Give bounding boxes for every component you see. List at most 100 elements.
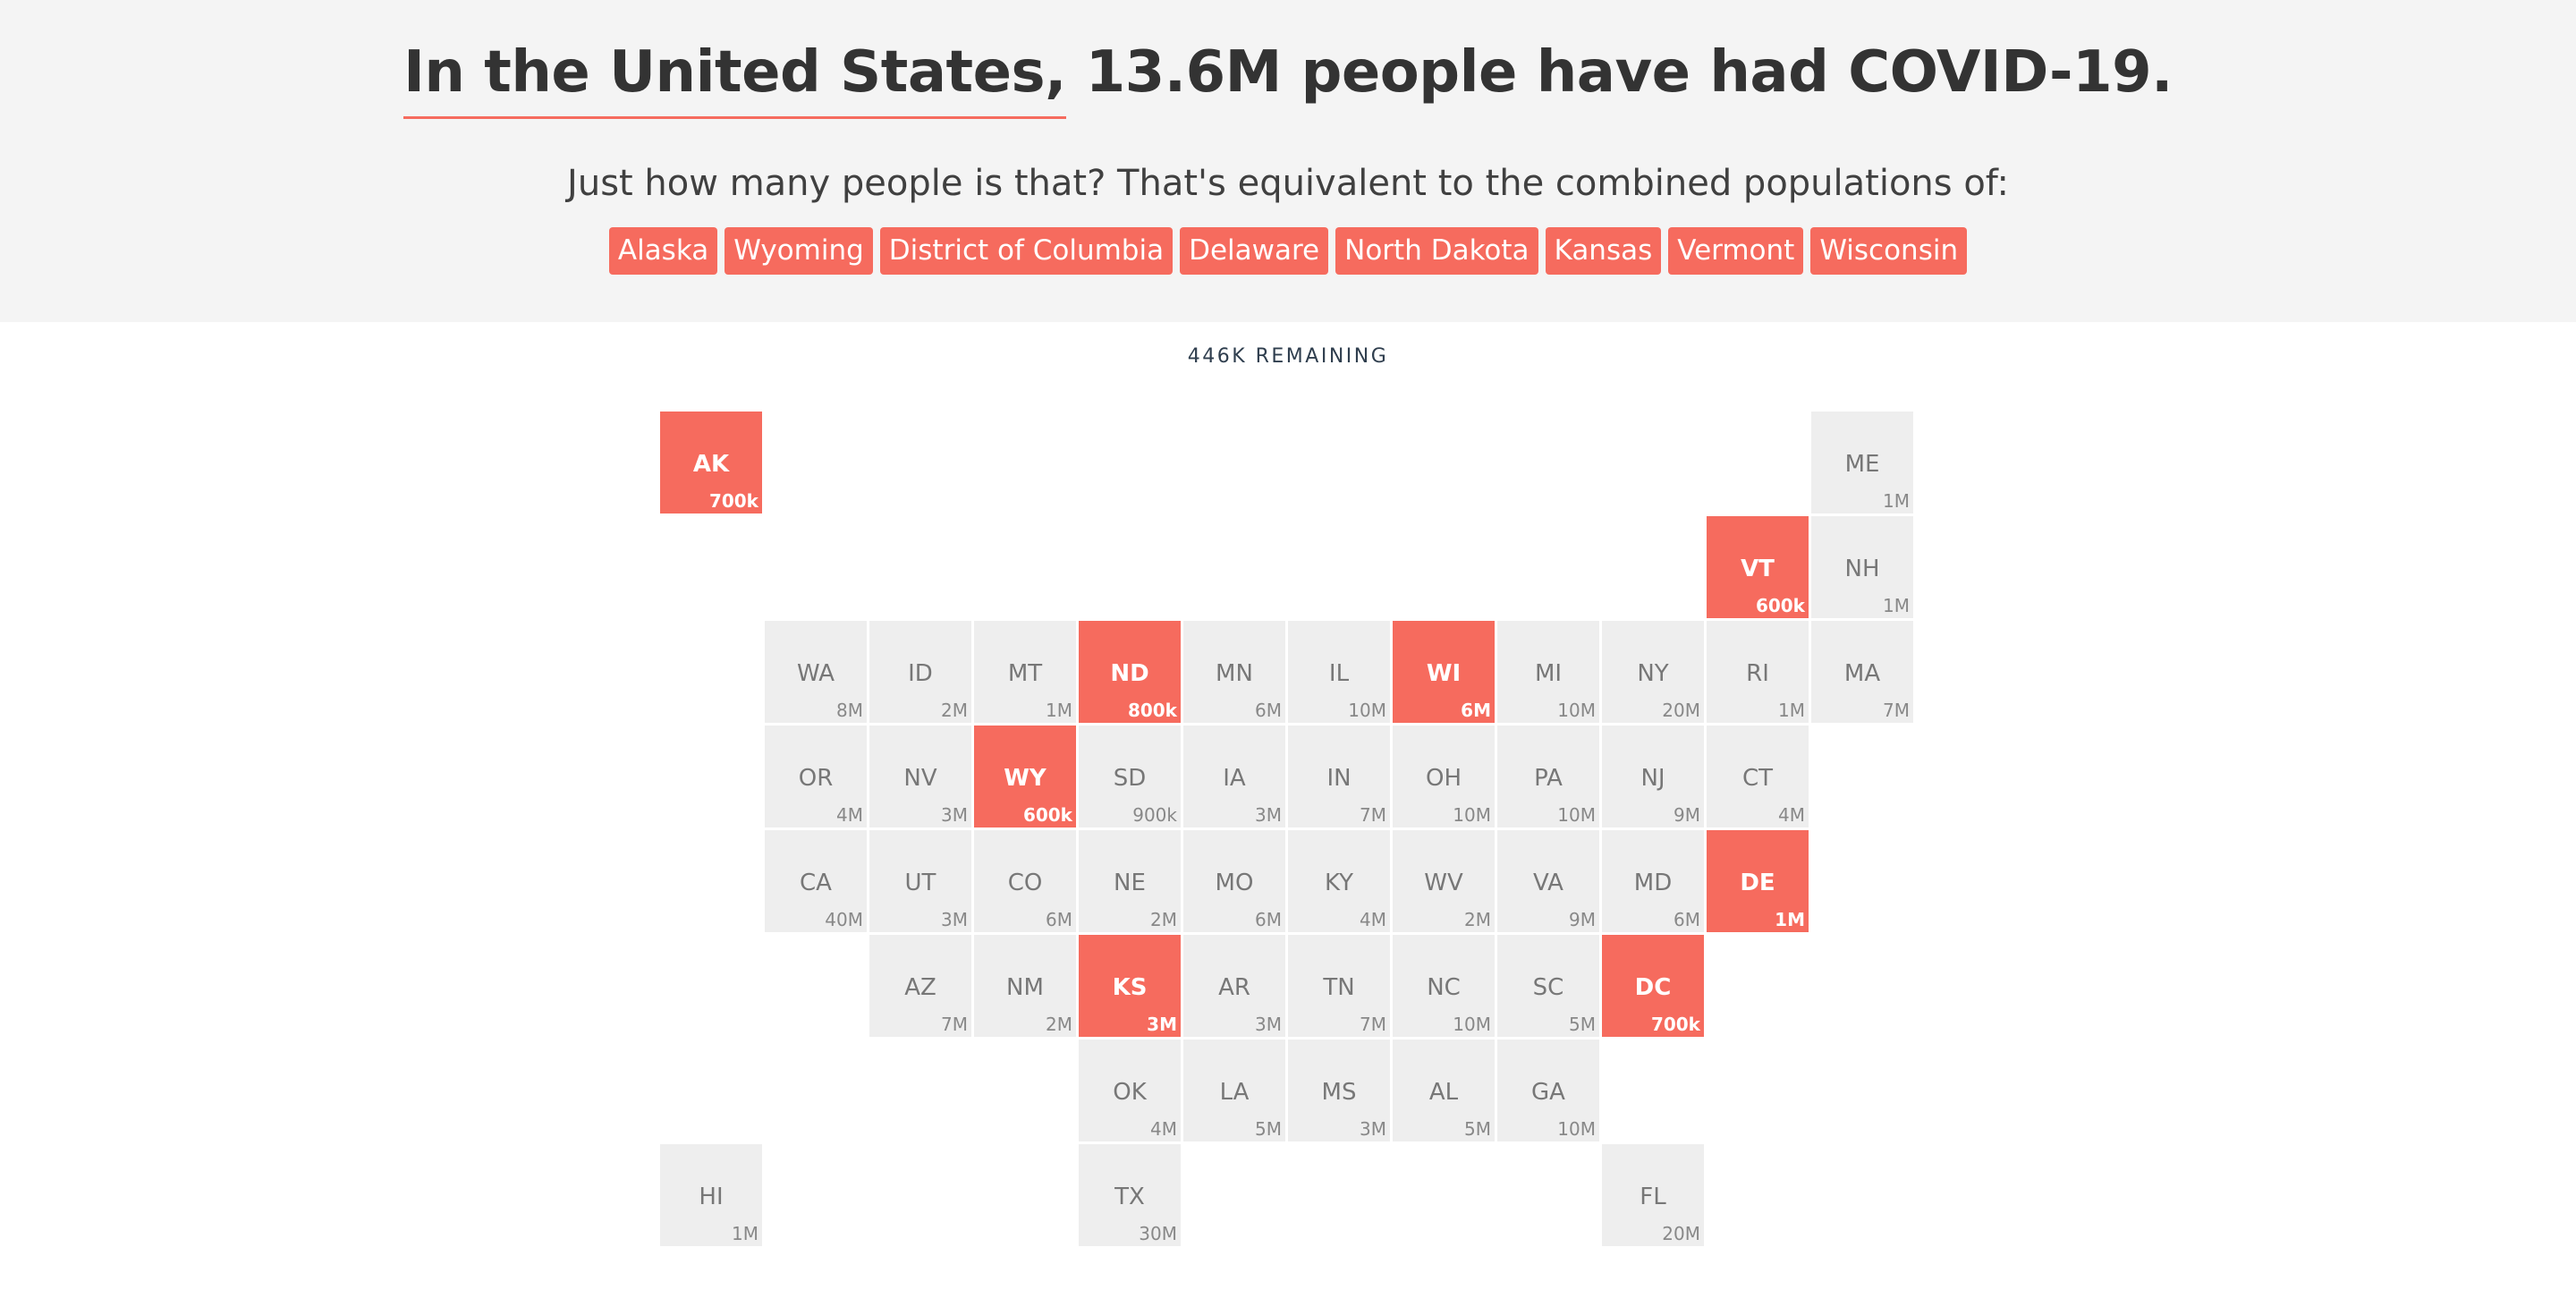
state-population: 3M — [1255, 1014, 1282, 1035]
state-chip-list: Alaska Wyoming District of Columbia Delawar… — [0, 227, 2576, 275]
state-tile-id[interactable]: ID 2M — [869, 621, 971, 723]
state-abbr: HI — [699, 1184, 724, 1210]
state-chip[interactable]: Alaska — [608, 227, 718, 275]
state-tile-wv[interactable]: WV 2M — [1393, 830, 1495, 932]
state-tile-in[interactable]: IN 7M — [1288, 726, 1390, 827]
remaining-counter: 446K REMAINING — [1187, 345, 1389, 368]
state-tile-ut[interactable]: UT 3M — [869, 830, 971, 932]
state-tile-wy[interactable]: WY 600k — [974, 726, 1076, 827]
state-abbr: OR — [798, 765, 834, 792]
state-abbr: MN — [1216, 660, 1253, 687]
state-tile-hi[interactable]: HI 1M — [660, 1144, 762, 1246]
state-tile-nm[interactable]: NM 2M — [974, 935, 1076, 1037]
state-tile-mt[interactable]: MT 1M — [974, 621, 1076, 723]
state-abbr: DC — [1634, 974, 1672, 1001]
state-abbr: MT — [1007, 660, 1043, 687]
state-population: 4M — [1360, 909, 1386, 930]
state-tile-nv[interactable]: NV 3M — [869, 726, 971, 827]
state-tile-wi[interactable]: WI 6M — [1393, 621, 1495, 723]
state-tile-ct[interactable]: CT 4M — [1707, 726, 1809, 827]
state-chip[interactable]: Kansas — [1545, 227, 1662, 275]
state-tile-nd[interactable]: ND 800k — [1079, 621, 1181, 723]
state-tile-mo[interactable]: MO 6M — [1183, 830, 1285, 932]
state-tile-or[interactable]: OR 4M — [765, 726, 867, 827]
state-abbr: NE — [1114, 870, 1146, 896]
state-abbr: KS — [1112, 974, 1148, 1001]
state-population: 7M — [1883, 700, 1910, 721]
state-tile-ok[interactable]: OK 4M — [1079, 1040, 1181, 1141]
state-tile-ri[interactable]: RI 1M — [1707, 621, 1809, 723]
state-population: 3M — [941, 804, 968, 826]
state-abbr: MA — [1843, 660, 1881, 687]
state-population: 10M — [1557, 804, 1596, 826]
state-tile-nj[interactable]: NJ 9M — [1602, 726, 1704, 827]
state-tile-de[interactable]: DE 1M — [1707, 830, 1809, 932]
state-chip[interactable]: Wisconsin — [1810, 227, 1968, 275]
state-tile-nc[interactable]: NC 10M — [1393, 935, 1495, 1037]
state-tile-fl[interactable]: FL 20M — [1602, 1144, 1704, 1246]
state-tile-la[interactable]: LA 5M — [1183, 1040, 1285, 1141]
state-tile-co[interactable]: CO 6M — [974, 830, 1076, 932]
state-tile-ia[interactable]: IA 3M — [1183, 726, 1285, 827]
state-tile-az[interactable]: AZ 7M — [869, 935, 971, 1037]
state-population: 1M — [732, 1223, 758, 1244]
state-abbr: MD — [1633, 870, 1673, 896]
state-population: 8M — [836, 700, 863, 721]
state-population: 3M — [941, 909, 968, 930]
state-tile-il[interactable]: IL 10M — [1288, 621, 1390, 723]
state-abbr: FL — [1640, 1184, 1666, 1210]
headline-underlined-text[interactable]: In the United States, — [403, 39, 1066, 119]
state-tile-ak[interactable]: AK 700k — [660, 412, 762, 513]
state-chip[interactable]: District of Columbia — [879, 227, 1174, 275]
state-tile-ar[interactable]: AR 3M — [1183, 935, 1285, 1037]
state-tile-dc[interactable]: DC 700k — [1602, 935, 1704, 1037]
state-chip[interactable]: Delaware — [1180, 227, 1329, 275]
state-tile-ks[interactable]: KS 3M — [1079, 935, 1181, 1037]
state-tile-wa[interactable]: WA 8M — [765, 621, 867, 723]
state-abbr: ND — [1110, 660, 1149, 687]
state-tile-vt[interactable]: VT 600k — [1707, 516, 1809, 618]
state-tile-sc[interactable]: SC 5M — [1497, 935, 1599, 1037]
state-abbr: IL — [1328, 660, 1350, 687]
state-abbr: DE — [1740, 870, 1775, 896]
state-tile-mn[interactable]: MN 6M — [1183, 621, 1285, 723]
state-tile-ne[interactable]: NE 2M — [1079, 830, 1181, 932]
state-tile-al[interactable]: AL 5M — [1393, 1040, 1495, 1141]
state-tile-me[interactable]: ME 1M — [1811, 412, 1913, 513]
state-tile-ma[interactable]: MA 7M — [1811, 621, 1913, 723]
state-chip[interactable]: North Dakota — [1335, 227, 1538, 275]
state-tile-ga[interactable]: GA 10M — [1497, 1040, 1599, 1141]
state-abbr: OK — [1113, 1079, 1147, 1106]
state-tile-tn[interactable]: TN 7M — [1288, 935, 1390, 1037]
state-tile-pa[interactable]: PA 10M — [1497, 726, 1599, 827]
state-tile-tx[interactable]: TX 30M — [1079, 1144, 1181, 1246]
state-tile-ca[interactable]: CA 40M — [765, 830, 867, 932]
state-abbr: CA — [800, 870, 832, 896]
headline: In the United States, 13.6M people have … — [0, 39, 2576, 119]
state-chip[interactable]: Wyoming — [724, 227, 873, 275]
state-abbr: LA — [1219, 1079, 1250, 1106]
state-tile-mi[interactable]: MI 10M — [1497, 621, 1599, 723]
state-tile-ky[interactable]: KY 4M — [1288, 830, 1390, 932]
state-tile-va[interactable]: VA 9M — [1497, 830, 1599, 932]
headline-text: 13.6M people have had COVID-19. — [1065, 39, 2174, 106]
state-population: 2M — [1046, 1014, 1072, 1035]
state-abbr: SD — [1113, 765, 1147, 792]
state-tile-sd[interactable]: SD 900k — [1079, 726, 1181, 827]
state-tile-ny[interactable]: NY 20M — [1602, 621, 1704, 723]
state-abbr: IN — [1326, 765, 1352, 792]
state-tile-oh[interactable]: OH 10M — [1393, 726, 1495, 827]
state-population: 1M — [1775, 909, 1805, 930]
state-tile-ms[interactable]: MS 3M — [1288, 1040, 1390, 1141]
state-abbr: MO — [1215, 870, 1254, 896]
state-population: 40M — [825, 909, 863, 930]
state-population: 5M — [1464, 1118, 1491, 1140]
state-abbr: UT — [904, 870, 936, 896]
state-abbr: WV — [1424, 870, 1463, 896]
state-abbr: NV — [903, 765, 937, 792]
state-tile-md[interactable]: MD 6M — [1602, 830, 1704, 932]
state-tile-nh[interactable]: NH 1M — [1811, 516, 1913, 618]
state-population: 30M — [1139, 1223, 1177, 1244]
state-chip[interactable]: Vermont — [1668, 227, 1804, 275]
state-population: 10M — [1557, 1118, 1596, 1140]
